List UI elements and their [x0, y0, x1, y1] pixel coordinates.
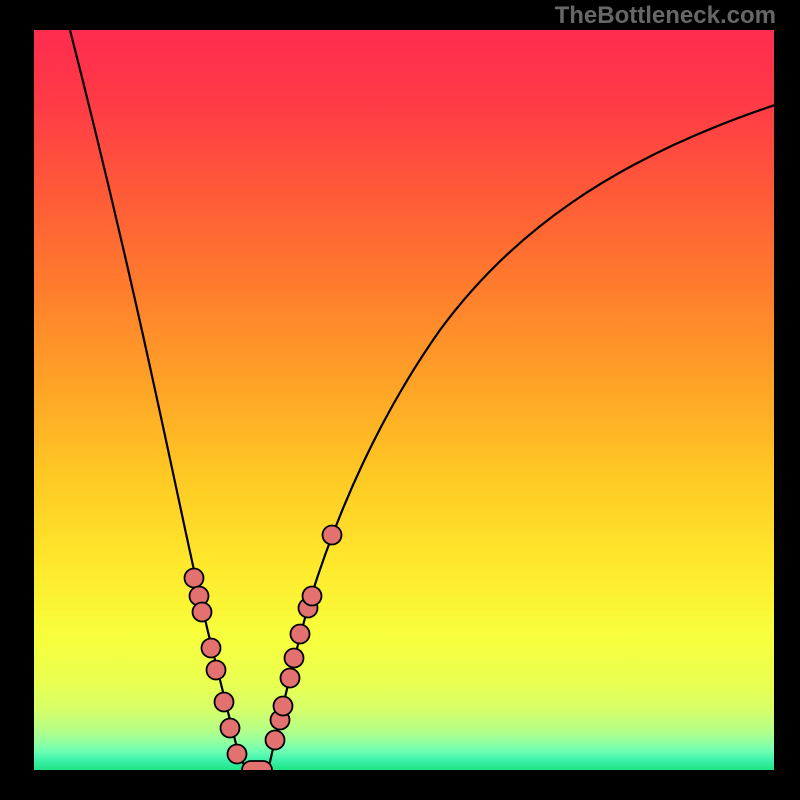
watermark-text: TheBottleneck.com [555, 2, 776, 30]
plot-area [34, 30, 774, 770]
chart-container: TheBottleneck.com [0, 0, 800, 800]
